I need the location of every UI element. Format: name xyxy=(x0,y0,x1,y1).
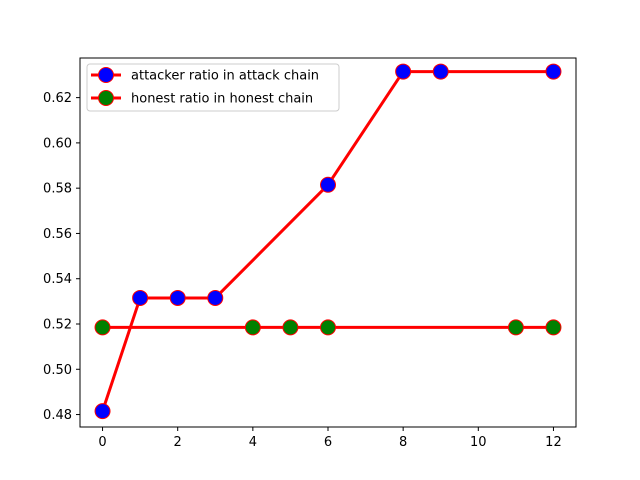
legend-label-honest: honest ratio in honest chain xyxy=(131,92,313,107)
data-point-0 xyxy=(94,403,111,420)
series-layer xyxy=(94,63,562,420)
x-tick-label: 8 xyxy=(399,435,407,450)
legend-label-attacker: attacker ratio in attack chain xyxy=(131,69,319,84)
y-tick-label: 0.56 xyxy=(43,227,72,242)
x-tick-label: 12 xyxy=(545,435,562,450)
legend-box xyxy=(86,63,340,112)
data-point-1 xyxy=(507,319,524,336)
x-tick-label: 4 xyxy=(249,435,257,450)
data-point-0 xyxy=(320,176,336,193)
legend-marker-attacker xyxy=(98,67,114,83)
x-tick-label: 2 xyxy=(174,435,182,450)
data-point-0 xyxy=(169,289,186,306)
y-tick-label: 0.60 xyxy=(43,136,72,151)
data-point-1 xyxy=(545,319,562,336)
data-point-0 xyxy=(545,63,562,80)
legend: attacker ratio in attack chain honest ra… xyxy=(86,63,340,112)
y-tick-label: 0.54 xyxy=(43,272,72,287)
data-point-0 xyxy=(132,289,149,306)
y-tick-label: 0.58 xyxy=(43,182,72,197)
y-tick-label: 0.52 xyxy=(43,317,72,332)
y-tick-label: 0.50 xyxy=(43,363,72,378)
x-tick-label: 6 xyxy=(324,435,332,450)
data-point-1 xyxy=(320,319,336,336)
x-tick-label: 0 xyxy=(98,435,106,450)
legend-marker-honest xyxy=(98,90,114,106)
data-point-1 xyxy=(94,319,111,336)
data-point-0 xyxy=(395,63,412,80)
y-axis: 0.48 0.50 0.52 0.54 0.56 0.58 0.60 0.62 xyxy=(43,91,80,423)
y-tick-label: 0.62 xyxy=(43,91,72,106)
data-point-0 xyxy=(207,289,224,306)
x-axis: 0 2 4 6 8 10 12 xyxy=(98,427,562,450)
data-point-1 xyxy=(282,319,299,336)
data-point-0 xyxy=(432,63,449,80)
x-tick-label: 10 xyxy=(470,435,487,450)
y-tick-label: 0.48 xyxy=(43,408,72,423)
data-point-1 xyxy=(244,319,261,336)
